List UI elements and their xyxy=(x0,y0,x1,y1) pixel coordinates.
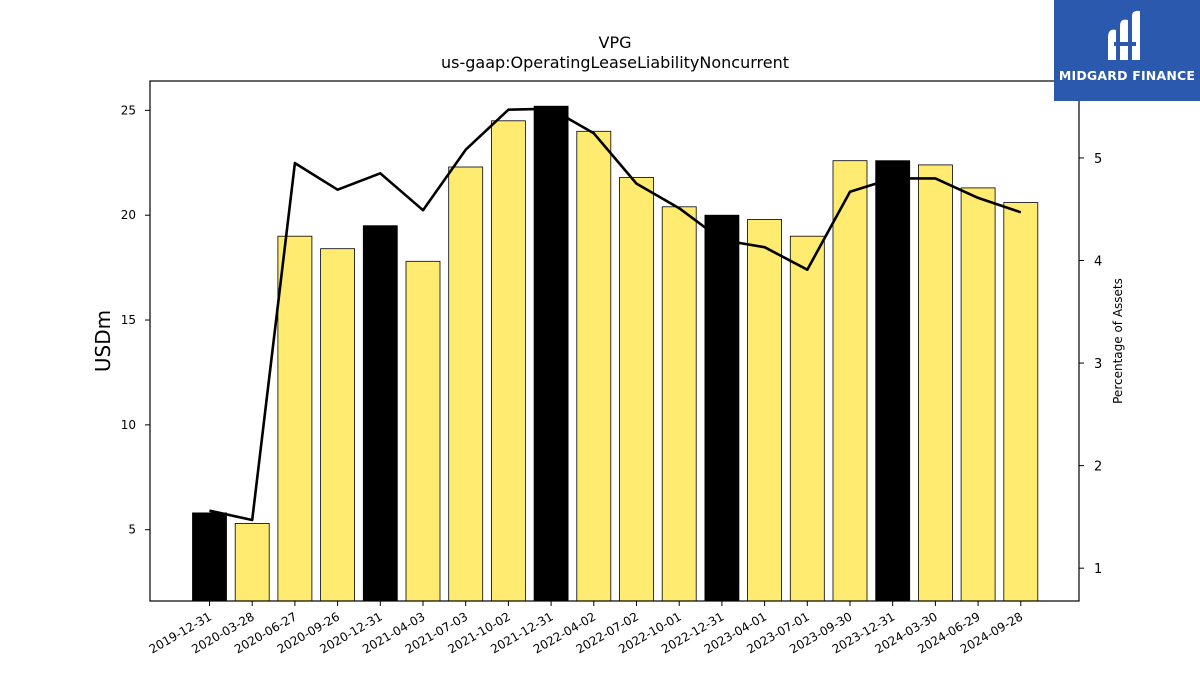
line-series xyxy=(209,107,1022,522)
bar xyxy=(1003,202,1039,602)
y-tick-label: 20 xyxy=(121,208,136,222)
bar xyxy=(490,120,526,602)
y2-tick-label: 4 xyxy=(1094,254,1102,269)
chart-subtitle: us-gaap:OperatingLeaseLiabilityNoncurren… xyxy=(441,53,789,72)
y-axis-right: 1 2 3 4 5 xyxy=(1079,152,1102,577)
y2-axis-label: Percentage of Assets xyxy=(1111,278,1125,404)
bar xyxy=(320,248,356,602)
y-tick-label: 15 xyxy=(121,313,136,327)
bar-series xyxy=(192,105,1039,602)
bar xyxy=(234,523,270,602)
y2-tick-label: 5 xyxy=(1094,152,1102,167)
y2-tick-label: 1 xyxy=(1094,562,1102,577)
y-axis-label: USDm xyxy=(91,310,115,372)
bar xyxy=(277,235,313,602)
bar xyxy=(362,225,398,602)
series-line xyxy=(209,107,1022,522)
bar xyxy=(875,160,911,602)
x-axis: 2019-12-312020-03-282020-06-272020-09-26… xyxy=(147,601,1025,656)
y-tick-label: 25 xyxy=(121,103,136,117)
bar xyxy=(533,105,569,602)
bar xyxy=(448,166,484,602)
bar xyxy=(832,160,868,602)
midgard-logo-icon xyxy=(1108,10,1140,61)
y2-tick-label: 3 xyxy=(1094,357,1102,372)
bar xyxy=(918,164,953,602)
y-tick-label: 5 xyxy=(128,523,136,537)
logo-text: MIDGARD FINANCE xyxy=(1058,68,1196,83)
bar xyxy=(405,260,441,602)
plot-frame xyxy=(149,80,1080,602)
bar xyxy=(619,177,654,602)
y2-tick-label: 2 xyxy=(1094,460,1102,475)
bar xyxy=(192,512,227,602)
bar xyxy=(747,218,782,602)
chart-title: VPG xyxy=(599,33,632,52)
bar xyxy=(576,130,612,602)
bar xyxy=(661,206,697,602)
bar xyxy=(960,187,996,602)
y-axis-left: 5 10 15 20 25 xyxy=(121,103,150,537)
bar xyxy=(704,214,740,602)
brand-logo: MIDGARD FINANCE xyxy=(1054,0,1200,101)
y-tick-label: 10 xyxy=(121,418,136,432)
bar xyxy=(789,235,825,602)
